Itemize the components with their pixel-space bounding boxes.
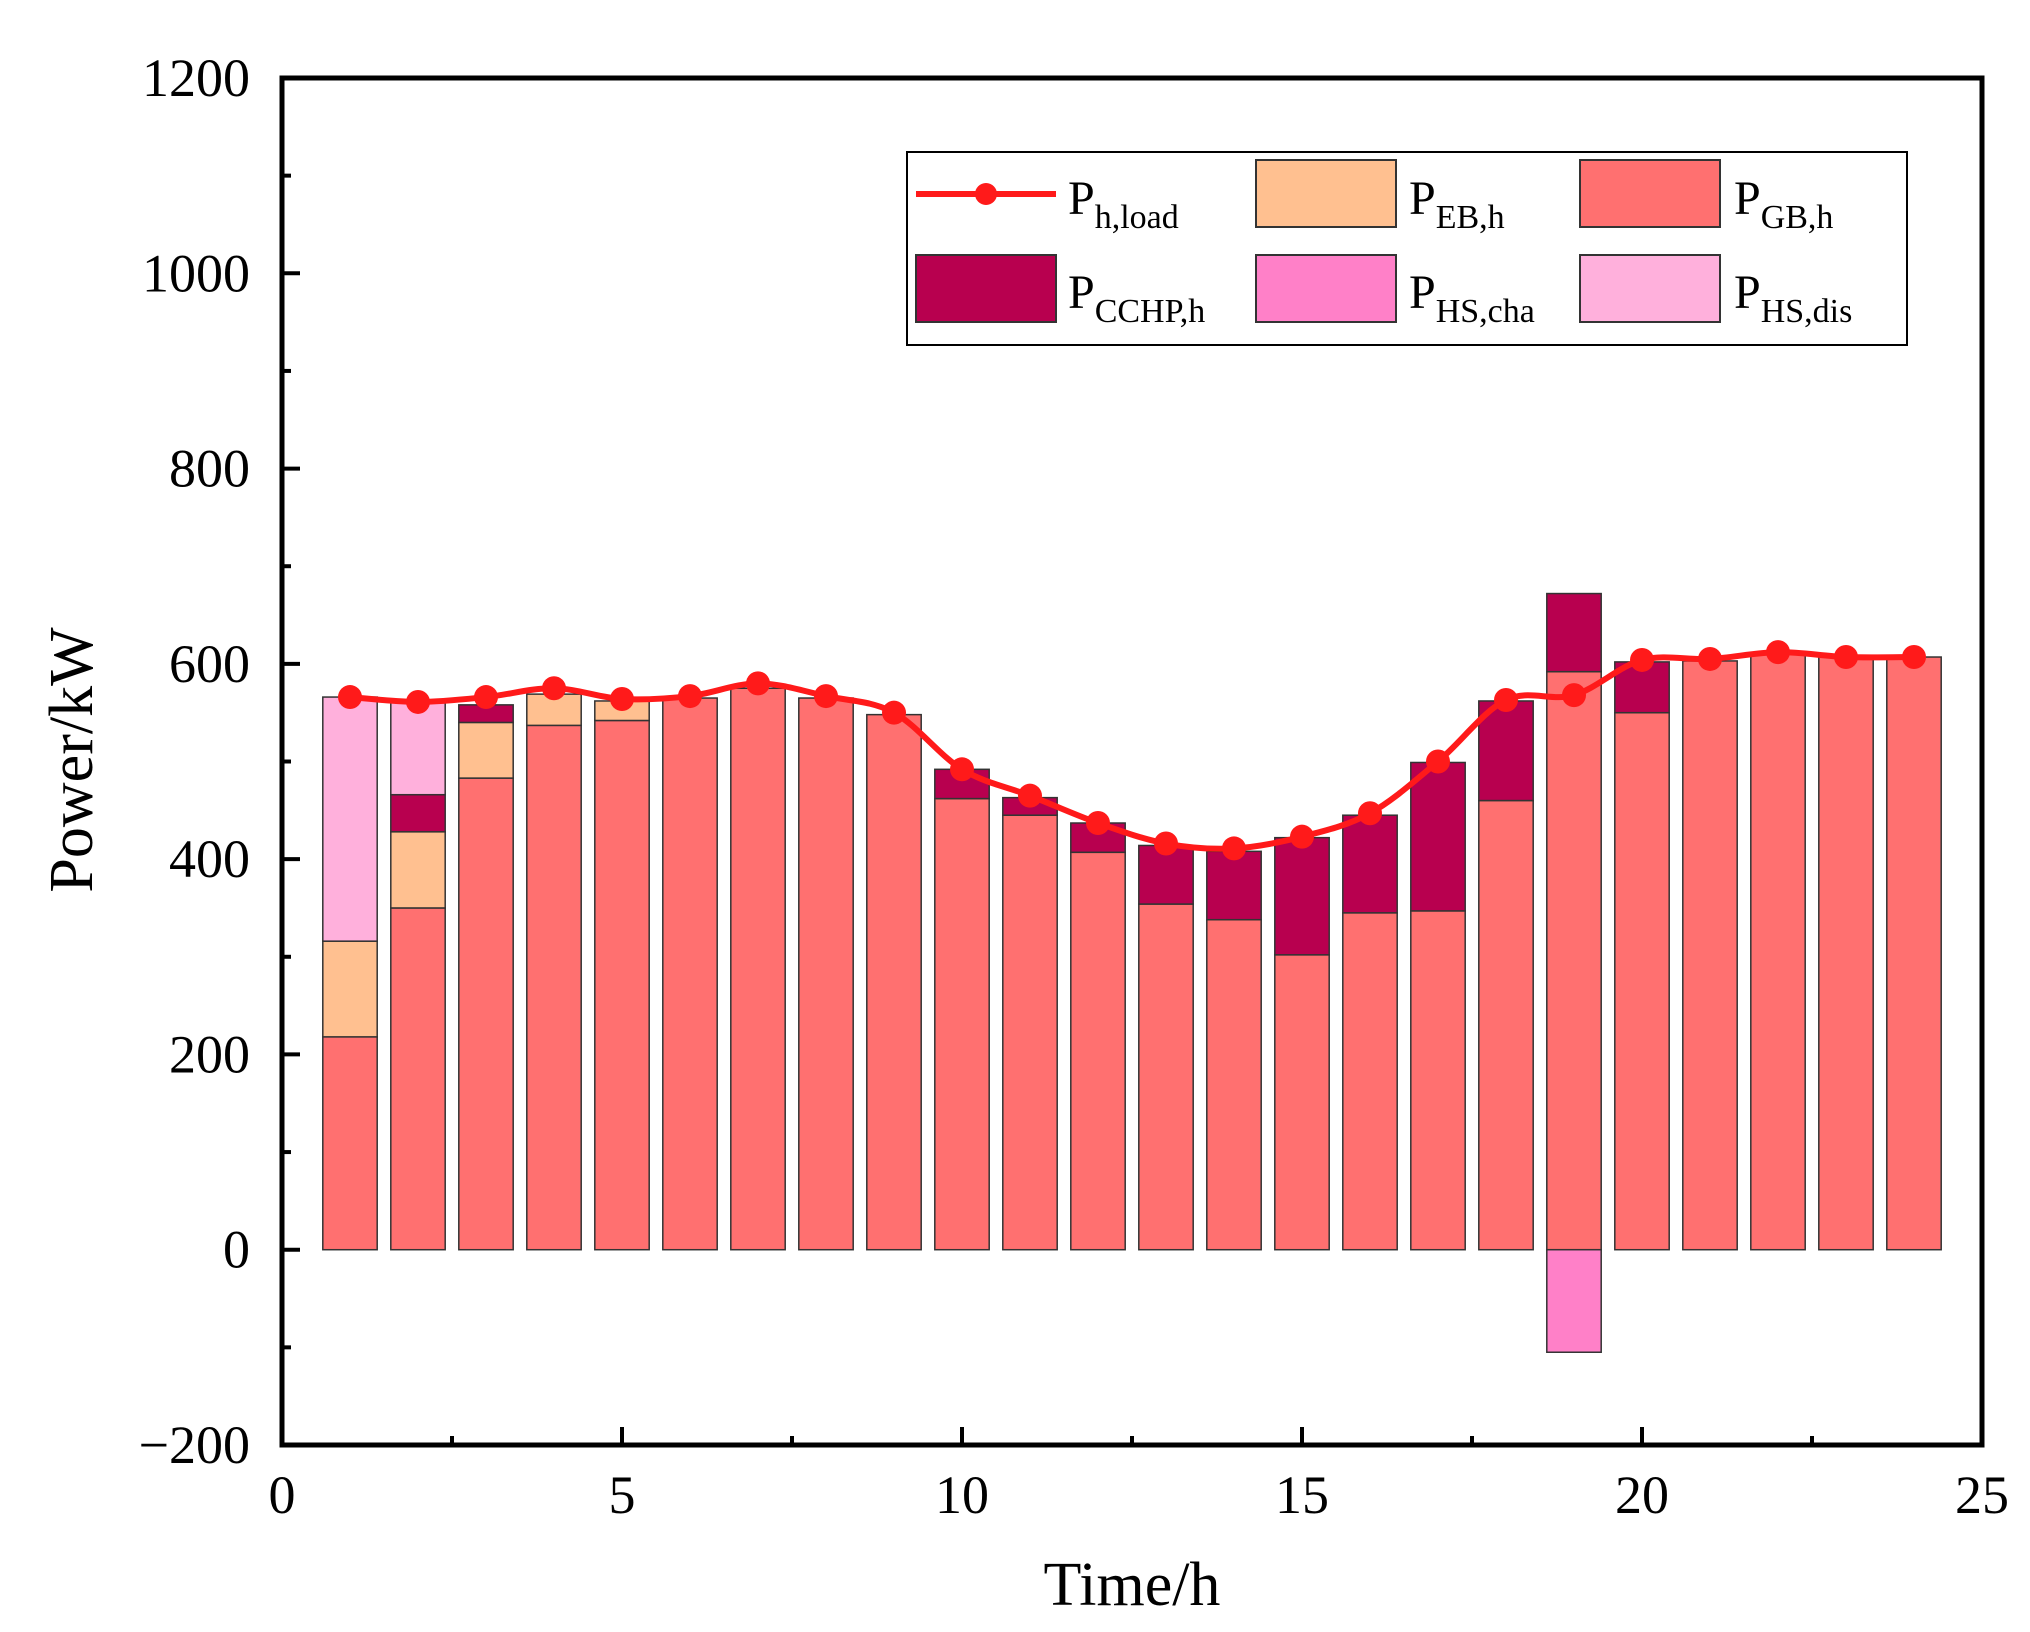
x-tick-label-5: 5 — [609, 1465, 636, 1525]
point-load-22 — [1766, 640, 1790, 665]
bar-gb-23 — [1818, 655, 1874, 1251]
bar-gb-21 — [1682, 660, 1738, 1251]
bar-gb-13 — [1138, 903, 1194, 1251]
point-load-9 — [882, 700, 906, 725]
bar-hsdis-2 — [390, 700, 446, 796]
point-load-6 — [678, 684, 702, 709]
bar-eb-3 — [458, 721, 514, 779]
legend-hsdis-label: PHS,dis — [1734, 266, 1852, 330]
point-load-21 — [1698, 646, 1722, 671]
bar-gb-14 — [1206, 918, 1262, 1251]
point-load-20 — [1630, 647, 1654, 672]
point-load-10 — [950, 757, 974, 782]
point-load-7 — [746, 671, 770, 696]
point-load-17 — [1426, 749, 1450, 774]
point-load-2 — [406, 689, 430, 714]
load-line-layer — [338, 640, 1926, 861]
legend-gb-label: PGB,h — [1734, 172, 1833, 236]
bar-gb-24 — [1886, 656, 1942, 1251]
axes-layer: 0 5 10 15 20 25 −200 0 200 400 600 800 1000 1200 — [139, 48, 2009, 1525]
legend-eb-label: PEB,h — [1409, 172, 1505, 236]
y-tick-label-600: 600 — [169, 634, 250, 694]
legend: Ph,load PEB,h PGB,h PCCHP,h PHS,cha PHS,… — [906, 151, 1908, 346]
bar-cchp-14 — [1206, 850, 1262, 921]
bar-gb-17 — [1410, 910, 1466, 1251]
bar-gb-15 — [1274, 954, 1330, 1251]
point-load-5 — [610, 687, 634, 712]
bar-eb-2 — [390, 831, 446, 909]
point-load-13 — [1154, 831, 1178, 856]
point-load-12 — [1086, 811, 1110, 836]
bar-gb-2 — [390, 907, 446, 1251]
point-load-3 — [474, 685, 498, 710]
x-tick-label-0: 0 — [269, 1465, 296, 1525]
legend-cchp-label: PCCHP,h — [1068, 266, 1205, 330]
bar-gb-20 — [1614, 711, 1670, 1251]
x-tick-label-10: 10 — [935, 1465, 989, 1525]
bar-gb-7 — [730, 687, 786, 1251]
bar-cchp-2 — [390, 793, 446, 833]
point-load-15 — [1290, 824, 1314, 849]
bars-layer — [322, 592, 1942, 1353]
bar-gb-1 — [322, 1036, 378, 1251]
point-load-14 — [1222, 836, 1246, 861]
bar-gb-6 — [662, 697, 718, 1251]
legend-eb-swatch — [1255, 159, 1397, 228]
bar-hsdis-1 — [322, 696, 378, 942]
bar-gb-9 — [866, 713, 922, 1251]
y-tick-label-0: 0 — [223, 1220, 250, 1280]
legend-box — [906, 151, 1908, 346]
bar-gb-11 — [1002, 814, 1058, 1251]
y-tick-label-800: 800 — [169, 439, 250, 499]
legend-hscha-swatch — [1255, 254, 1397, 323]
bar-gb-16 — [1342, 912, 1398, 1251]
bar-gb-12 — [1070, 851, 1126, 1251]
bar-cchp-15 — [1274, 836, 1330, 956]
point-load-8 — [814, 684, 838, 709]
point-load-24 — [1902, 645, 1926, 670]
x-axis-title: Time/h — [1044, 1551, 1221, 1619]
legend-hsdis-swatch — [1579, 254, 1721, 323]
y-axis-title: Power/kW — [38, 627, 106, 893]
bar-cchp-17 — [1410, 761, 1466, 912]
y-tick-label-1000: 1000 — [142, 243, 250, 303]
bar-gb-19 — [1546, 670, 1602, 1251]
bar-eb-1 — [322, 940, 378, 1038]
y-tick-label--200: −200 — [139, 1415, 250, 1475]
legend-load-label: Ph,load — [1068, 172, 1179, 236]
legend-gb-swatch — [1579, 159, 1721, 228]
bar-cchp-19 — [1546, 592, 1602, 673]
bar-gb-3 — [458, 777, 514, 1251]
point-load-23 — [1834, 645, 1858, 670]
y-tick-label-1200: 1200 — [142, 48, 250, 108]
bar-cchp-16 — [1342, 814, 1398, 914]
point-load-18 — [1494, 687, 1518, 712]
line-load — [349, 649, 1915, 852]
legend-load-marker — [975, 183, 997, 205]
point-load-1 — [338, 685, 362, 710]
y-tick-label-200: 200 — [169, 1024, 250, 1084]
bar-gb-8 — [798, 697, 854, 1251]
point-load-19 — [1562, 683, 1586, 708]
bar-gb-22 — [1750, 653, 1806, 1251]
x-tick-label-15: 15 — [1275, 1465, 1329, 1525]
bar-hscha-19 — [1546, 1248, 1602, 1353]
bar-gb-18 — [1478, 799, 1534, 1251]
point-load-11 — [1018, 783, 1042, 808]
bar-gb-4 — [526, 724, 582, 1251]
point-load-4 — [542, 676, 566, 701]
y-tick-label-400: 400 — [169, 829, 250, 889]
bar-cchp-18 — [1478, 700, 1534, 802]
bar-gb-5 — [594, 719, 650, 1251]
x-tick-label-20: 20 — [1615, 1465, 1669, 1525]
bar-gb-10 — [934, 797, 990, 1251]
point-load-16 — [1358, 801, 1382, 826]
legend-cchp-swatch — [915, 254, 1057, 323]
x-tick-label-25: 25 — [1955, 1465, 2009, 1525]
legend-hscha-label: PHS,cha — [1409, 266, 1535, 330]
